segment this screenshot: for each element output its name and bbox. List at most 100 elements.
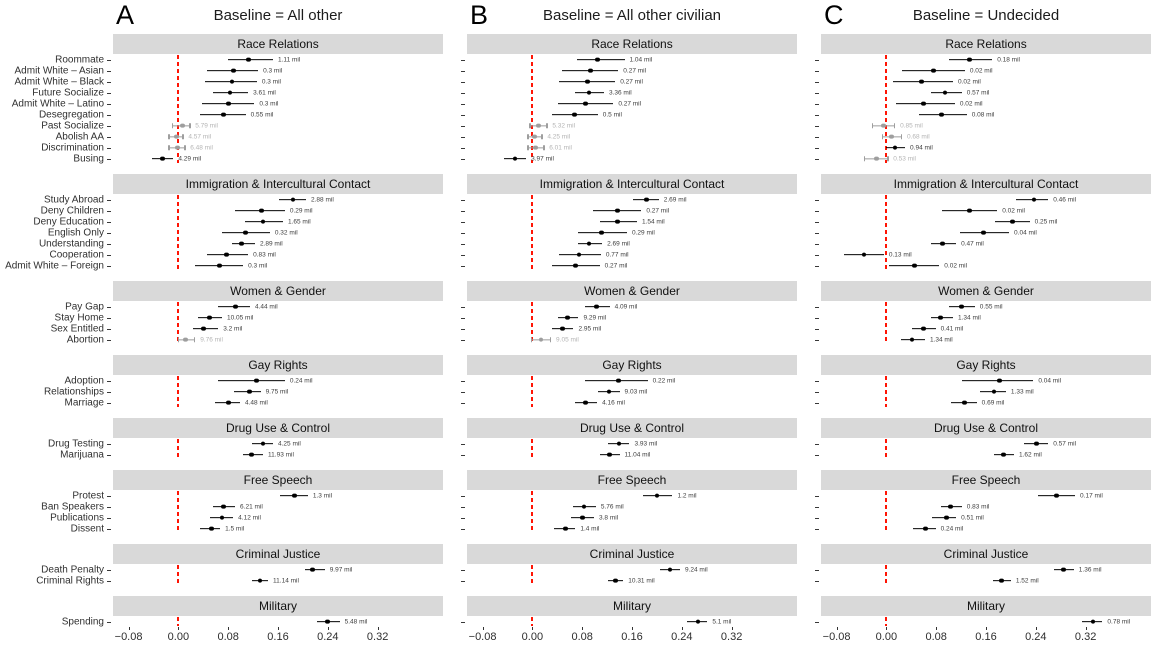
pointrange-row: 0.04 mil xyxy=(797,227,1151,238)
y-axis-tick xyxy=(107,265,111,267)
pointrange-row: 9.24 mil xyxy=(443,564,797,575)
ci-endcap xyxy=(168,133,170,140)
pointrange-row: 0.24 mil xyxy=(797,523,1151,534)
point-estimate-dot xyxy=(183,337,189,342)
sample-size-label: 11.93 mil xyxy=(268,451,294,458)
point-estimate-dot xyxy=(572,263,578,268)
ci-endcap xyxy=(194,336,196,343)
sample-size-label: 0.77 mil xyxy=(605,251,629,258)
y-axis-tick xyxy=(461,70,465,72)
y-axis-label: Adoption xyxy=(64,375,104,386)
y-axis-label: English Only xyxy=(47,227,104,238)
pointrange-row: 9.05 mil xyxy=(443,334,797,345)
pointrange-row: 0.46 mil xyxy=(797,194,1151,205)
point-estimate-dot xyxy=(246,389,252,394)
y-axis-tick xyxy=(107,221,111,223)
pointrange-row: 3.93 mil xyxy=(443,438,797,449)
point-estimate-dot xyxy=(325,619,331,624)
point-estimate-dot xyxy=(1010,219,1016,224)
y-axis-tick xyxy=(107,506,111,508)
x-axis-tick-label: 0.16 xyxy=(267,631,289,643)
point-estimate-dot xyxy=(219,515,225,520)
pointrange-row: 1.36 mil xyxy=(797,564,1151,575)
sample-size-label: 4.57 mil xyxy=(188,133,212,140)
zero-reference-line xyxy=(177,491,180,533)
point-estimate-dot xyxy=(207,315,212,320)
section-header: Immigration & Intercultural Contact xyxy=(113,174,443,194)
section-rows: Roommate 1.11 mil Admit White – Asian 0.3 m… xyxy=(0,54,443,164)
y-axis-tick xyxy=(461,199,465,201)
y-axis-tick xyxy=(815,402,819,404)
sample-size-label: 6.01 mil xyxy=(549,144,572,151)
y-axis-label: Abortion xyxy=(66,334,104,345)
pointrange-row: Sex Entitled 3.2 mil xyxy=(0,323,443,334)
pointrange-row: 0.29 mil xyxy=(443,227,797,238)
y-axis-tick xyxy=(107,495,111,497)
sample-size-label: 0.25 mil xyxy=(1034,218,1058,225)
pointrange-row: Future Socialize 3.61 mil xyxy=(0,87,443,98)
sample-size-label: 0.47 mil xyxy=(961,240,984,247)
ci-endcap xyxy=(546,122,548,129)
point-estimate-dot xyxy=(159,156,165,161)
sample-size-label: 2.95 mil xyxy=(578,325,602,332)
y-axis-label: Past Socialize xyxy=(41,120,104,131)
point-estimate-dot xyxy=(959,304,965,309)
x-axis-tick-label: 0.00 xyxy=(167,631,190,643)
y-axis-tick xyxy=(815,103,819,105)
y-axis-tick xyxy=(461,328,465,330)
zero-reference-line xyxy=(885,376,888,407)
y-axis-tick xyxy=(815,147,819,149)
y-axis-tick xyxy=(815,92,819,94)
panel-b: B Baseline = All other civilian Race Relat… xyxy=(443,0,797,653)
y-axis-tick xyxy=(815,391,819,393)
pointrange-row: 0.27 mil xyxy=(443,98,797,109)
point-estimate-dot xyxy=(239,241,245,246)
sample-size-label: 4.12 mil xyxy=(238,514,261,521)
point-estimate-dot xyxy=(582,400,588,405)
sample-size-label: 1.11 mil xyxy=(278,56,301,63)
y-axis-label: Criminal Rights xyxy=(36,575,104,586)
sample-size-label: 6.48 mil xyxy=(190,144,213,151)
point-estimate-dot xyxy=(233,304,239,309)
y-axis-tick xyxy=(107,59,111,61)
sample-size-label: 0.27 mil xyxy=(618,100,642,107)
point-estimate-dot xyxy=(572,112,578,117)
x-axis-tick xyxy=(128,627,130,630)
point-estimate-dot xyxy=(667,567,673,572)
sample-size-label: 11.14 mil xyxy=(273,577,299,584)
sample-size-label: 0.3 mil xyxy=(263,67,283,74)
sample-size-label: 0.55 mil xyxy=(979,303,1003,310)
sample-size-label: 9.03 mil xyxy=(624,388,648,395)
point-estimate-dot xyxy=(257,578,263,583)
section-rows: Study Abroad 2.88 mil Deny Children 0.29 mi… xyxy=(0,194,443,271)
y-axis-label: Spending xyxy=(61,616,104,627)
ci-line xyxy=(218,379,285,382)
zero-reference-line xyxy=(531,376,534,407)
y-axis-tick xyxy=(461,621,465,623)
y-axis-label: Relationships xyxy=(43,386,104,397)
pointrange-row: 0.02 mil xyxy=(797,260,1151,271)
y-axis-tick xyxy=(815,380,819,382)
pointrange-row: Desegregation 0.55 mil xyxy=(0,109,443,120)
section-rows: 2.69 mil 0.27 mil 1.54 mil 0.29 mil 2.69 mil… xyxy=(443,194,797,271)
y-axis-tick xyxy=(815,199,819,201)
zero-reference-line xyxy=(531,439,534,459)
y-axis-tick xyxy=(461,380,465,382)
pointrange-row: Roommate 1.11 mil xyxy=(0,54,443,65)
x-axis-tick-label: 0.08 xyxy=(925,631,947,643)
section-header: Free Speech xyxy=(113,470,443,490)
point-estimate-dot xyxy=(536,123,541,128)
section-header: Military xyxy=(467,596,797,616)
sample-size-label: 10.31 mil xyxy=(628,577,655,584)
sample-size-label: 2.69 mil xyxy=(663,196,687,203)
point-estimate-dot xyxy=(1061,567,1067,572)
pointrange-row: 0.55 mil xyxy=(797,301,1151,312)
y-axis-label: Understanding xyxy=(38,238,104,249)
point-estimate-dot xyxy=(559,326,565,331)
pointrange-row: 0.51 mil xyxy=(797,512,1151,523)
zero-reference-line xyxy=(177,376,180,407)
x-axis-tick xyxy=(582,627,584,630)
y-axis-tick xyxy=(815,339,819,341)
sample-size-label: 0.5 mil xyxy=(602,111,622,118)
pointrange-row: 0.47 mil xyxy=(797,238,1151,249)
